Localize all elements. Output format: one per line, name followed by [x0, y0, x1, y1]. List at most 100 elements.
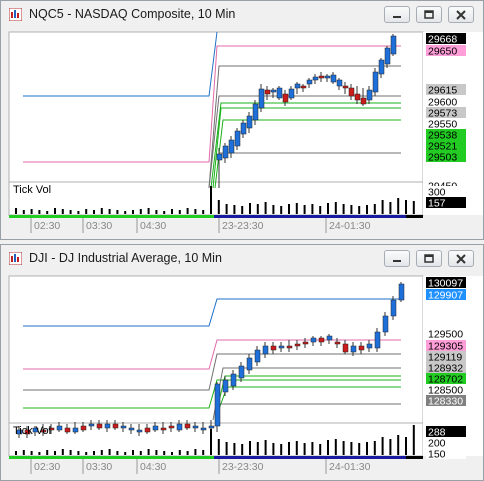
session-bar-blue [214, 456, 406, 459]
volume-bar [171, 209, 173, 214]
window-titlebar[interactable]: NQC5 - NASDAQ Composite, 10 Min [1, 1, 483, 28]
candle-body [48, 427, 55, 431]
volume-bar [210, 429, 212, 455]
volume-bar [217, 200, 220, 214]
volume-bar [233, 205, 236, 214]
volume-bar [85, 209, 88, 214]
volume-bar [397, 435, 400, 455]
restore-button[interactable] [416, 6, 442, 23]
candle-body [270, 345, 277, 351]
close-button[interactable] [448, 6, 474, 23]
volume-bar [30, 209, 33, 214]
volume-bar [54, 451, 56, 455]
restore-button[interactable] [416, 250, 442, 267]
candle-body [230, 373, 237, 387]
time-axis-ticks [30, 218, 327, 233]
axis-label-box [426, 84, 466, 95]
minimize-button[interactable] [384, 250, 410, 267]
axis-label: 29573 [428, 108, 457, 120]
volume-bar [116, 210, 119, 214]
candle-body [282, 93, 289, 103]
candle-body [294, 83, 301, 89]
candle-body [374, 331, 381, 349]
volume-bar [100, 208, 103, 214]
candle-body [264, 89, 271, 95]
time-label: 03:30 [86, 461, 112, 473]
volume-bar [264, 202, 267, 214]
price-chart[interactable]: 02:30 03:30 04:30 23-23:30 24-01:30 Tick… [1, 28, 483, 240]
axis-label-box [426, 340, 466, 351]
volume-bar [85, 452, 88, 455]
time-label: 04:30 [140, 461, 166, 473]
volume-bar [69, 210, 72, 214]
time-label: 03:30 [86, 220, 112, 232]
candle-body [214, 383, 221, 427]
volume-bar [225, 204, 228, 214]
axis-label-box [426, 373, 466, 384]
candle-body [40, 429, 47, 433]
volume-bar [38, 452, 41, 455]
candle-body [240, 122, 247, 135]
candle-body [360, 97, 367, 105]
volume-bar [155, 450, 158, 455]
minimize-button[interactable] [384, 6, 410, 23]
volume-bar [108, 449, 111, 455]
volume-bar [61, 209, 64, 214]
volume-bar [210, 186, 212, 214]
axis-label-box [426, 395, 466, 406]
axis-label: 29615 [428, 85, 457, 97]
volume-bar [202, 450, 205, 455]
volume-bar [194, 209, 197, 214]
axis-label: 29650 [428, 46, 457, 58]
volume-bar [30, 451, 33, 455]
candle-body [16, 429, 23, 435]
volume-bar [22, 210, 25, 214]
time-axis [9, 218, 423, 235]
axis-label: 129119 [428, 352, 462, 364]
close-button[interactable] [448, 250, 474, 267]
volume-bar [155, 210, 158, 214]
candle-body [222, 379, 229, 393]
candle-body [336, 79, 343, 87]
window-titlebar[interactable]: DJI - DJ Industrial Average, 10 Min [1, 245, 483, 272]
candle-body [128, 427, 135, 431]
time-label: 04:30 [140, 220, 166, 232]
axis-label: 288 [428, 427, 446, 439]
candle-body [192, 425, 199, 429]
candle-body [238, 365, 245, 379]
time-axis-ticks [30, 459, 327, 474]
volume-bar [202, 210, 205, 214]
volume-bar [311, 204, 314, 214]
candle-body [354, 93, 361, 101]
close-icon [456, 254, 466, 264]
candle-body [184, 423, 191, 429]
candle-body [310, 337, 317, 343]
volume-bar [397, 198, 400, 214]
axis-label: 150 [428, 449, 446, 461]
candle-body [252, 103, 259, 121]
volume-bar [334, 202, 337, 214]
chart-app-icon [9, 252, 22, 265]
volume-bar [366, 205, 368, 214]
axis-label-box [426, 448, 466, 459]
volume-bar [147, 208, 150, 214]
volume-bar [389, 202, 392, 214]
session-bar-blue [214, 215, 406, 218]
candle-body [366, 343, 373, 349]
volume-bar [124, 211, 127, 214]
volume-bar [295, 203, 298, 214]
axis-label-box [426, 437, 466, 448]
price-chart[interactable]: 02:30 03:30 04:30 23-23:30 24-01:30 Tick… [1, 272, 483, 480]
volume-bar [342, 441, 345, 455]
candle-body [136, 429, 143, 433]
axis-label: 157 [428, 198, 446, 210]
volume-bar [389, 439, 392, 455]
volume-bar [15, 451, 17, 455]
candle-body [276, 87, 283, 99]
axis-label: 128702 [428, 374, 463, 386]
candle-body [88, 423, 95, 427]
volume-bar [412, 201, 415, 214]
volume-bar [280, 206, 283, 214]
volume-bar [272, 205, 275, 214]
